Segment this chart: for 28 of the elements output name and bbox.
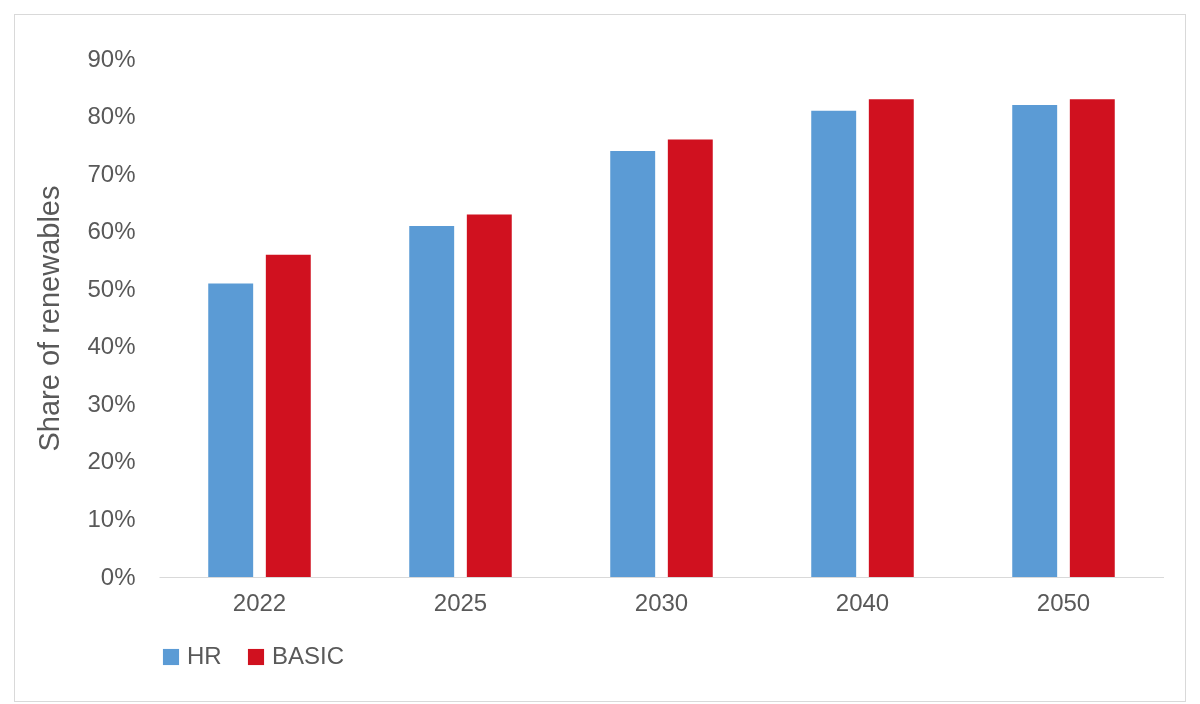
y-tick-label: 90% [87,44,136,72]
bar [1069,99,1115,577]
x-tick-label: 2050 [1036,588,1091,616]
bar [1012,105,1058,577]
y-tick-label: 40% [87,332,136,360]
x-tick-label: 2025 [433,588,488,616]
bar [610,151,656,577]
y-tick-label: 50% [87,274,136,302]
y-tick-label: 60% [87,217,136,245]
legend-label: BASIC [272,642,345,669]
x-tick-label: 2040 [835,588,890,616]
x-tick-label: 2030 [634,588,689,616]
bar [868,99,914,577]
bar [667,139,713,577]
y-axis-title: Share of renewables [33,185,66,452]
y-tick-label: 70% [87,159,136,187]
bar [466,214,512,577]
y-tick-label: 10% [87,504,136,532]
legend-label: HR [187,642,222,669]
y-tick-label: 80% [87,102,136,130]
bar [409,225,455,577]
x-tick-label: 2022 [232,588,287,616]
bar [265,254,311,577]
y-tick-label: 0% [100,562,136,590]
bar [811,110,857,577]
y-tick-label: 20% [87,447,136,475]
bar [208,283,254,577]
y-tick-label: 30% [87,389,136,417]
